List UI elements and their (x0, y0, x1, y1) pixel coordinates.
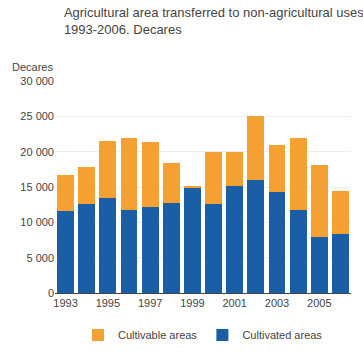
svg-text:Cultivable areas: Cultivable areas (118, 329, 197, 341)
svg-text:Agricultural area transferred: Agricultural area transferred to non-agr… (64, 5, 363, 37)
svg-text:5 000: 5 000 (26, 252, 54, 264)
svg-text:2003: 2003 (265, 297, 289, 309)
svg-text:2005: 2005 (307, 297, 331, 309)
svg-text:1995: 1995 (96, 297, 120, 309)
svg-text:1999: 1999 (180, 297, 204, 309)
svg-text:0: 0 (48, 287, 54, 299)
svg-text:1997: 1997 (138, 297, 162, 309)
svg-text:10 000: 10 000 (20, 216, 54, 228)
svg-text:20 000: 20 000 (20, 146, 54, 158)
svg-text:2001: 2001 (222, 297, 246, 309)
svg-text:15 000: 15 000 (20, 181, 54, 193)
svg-text:1993: 1993 (53, 297, 77, 309)
svg-text:25 000: 25 000 (20, 110, 54, 122)
svg-text:30 000: 30 000 (20, 75, 54, 87)
svg-text:Cultivated areas: Cultivated areas (242, 329, 322, 341)
svg-text:Decares: Decares (12, 61, 53, 73)
